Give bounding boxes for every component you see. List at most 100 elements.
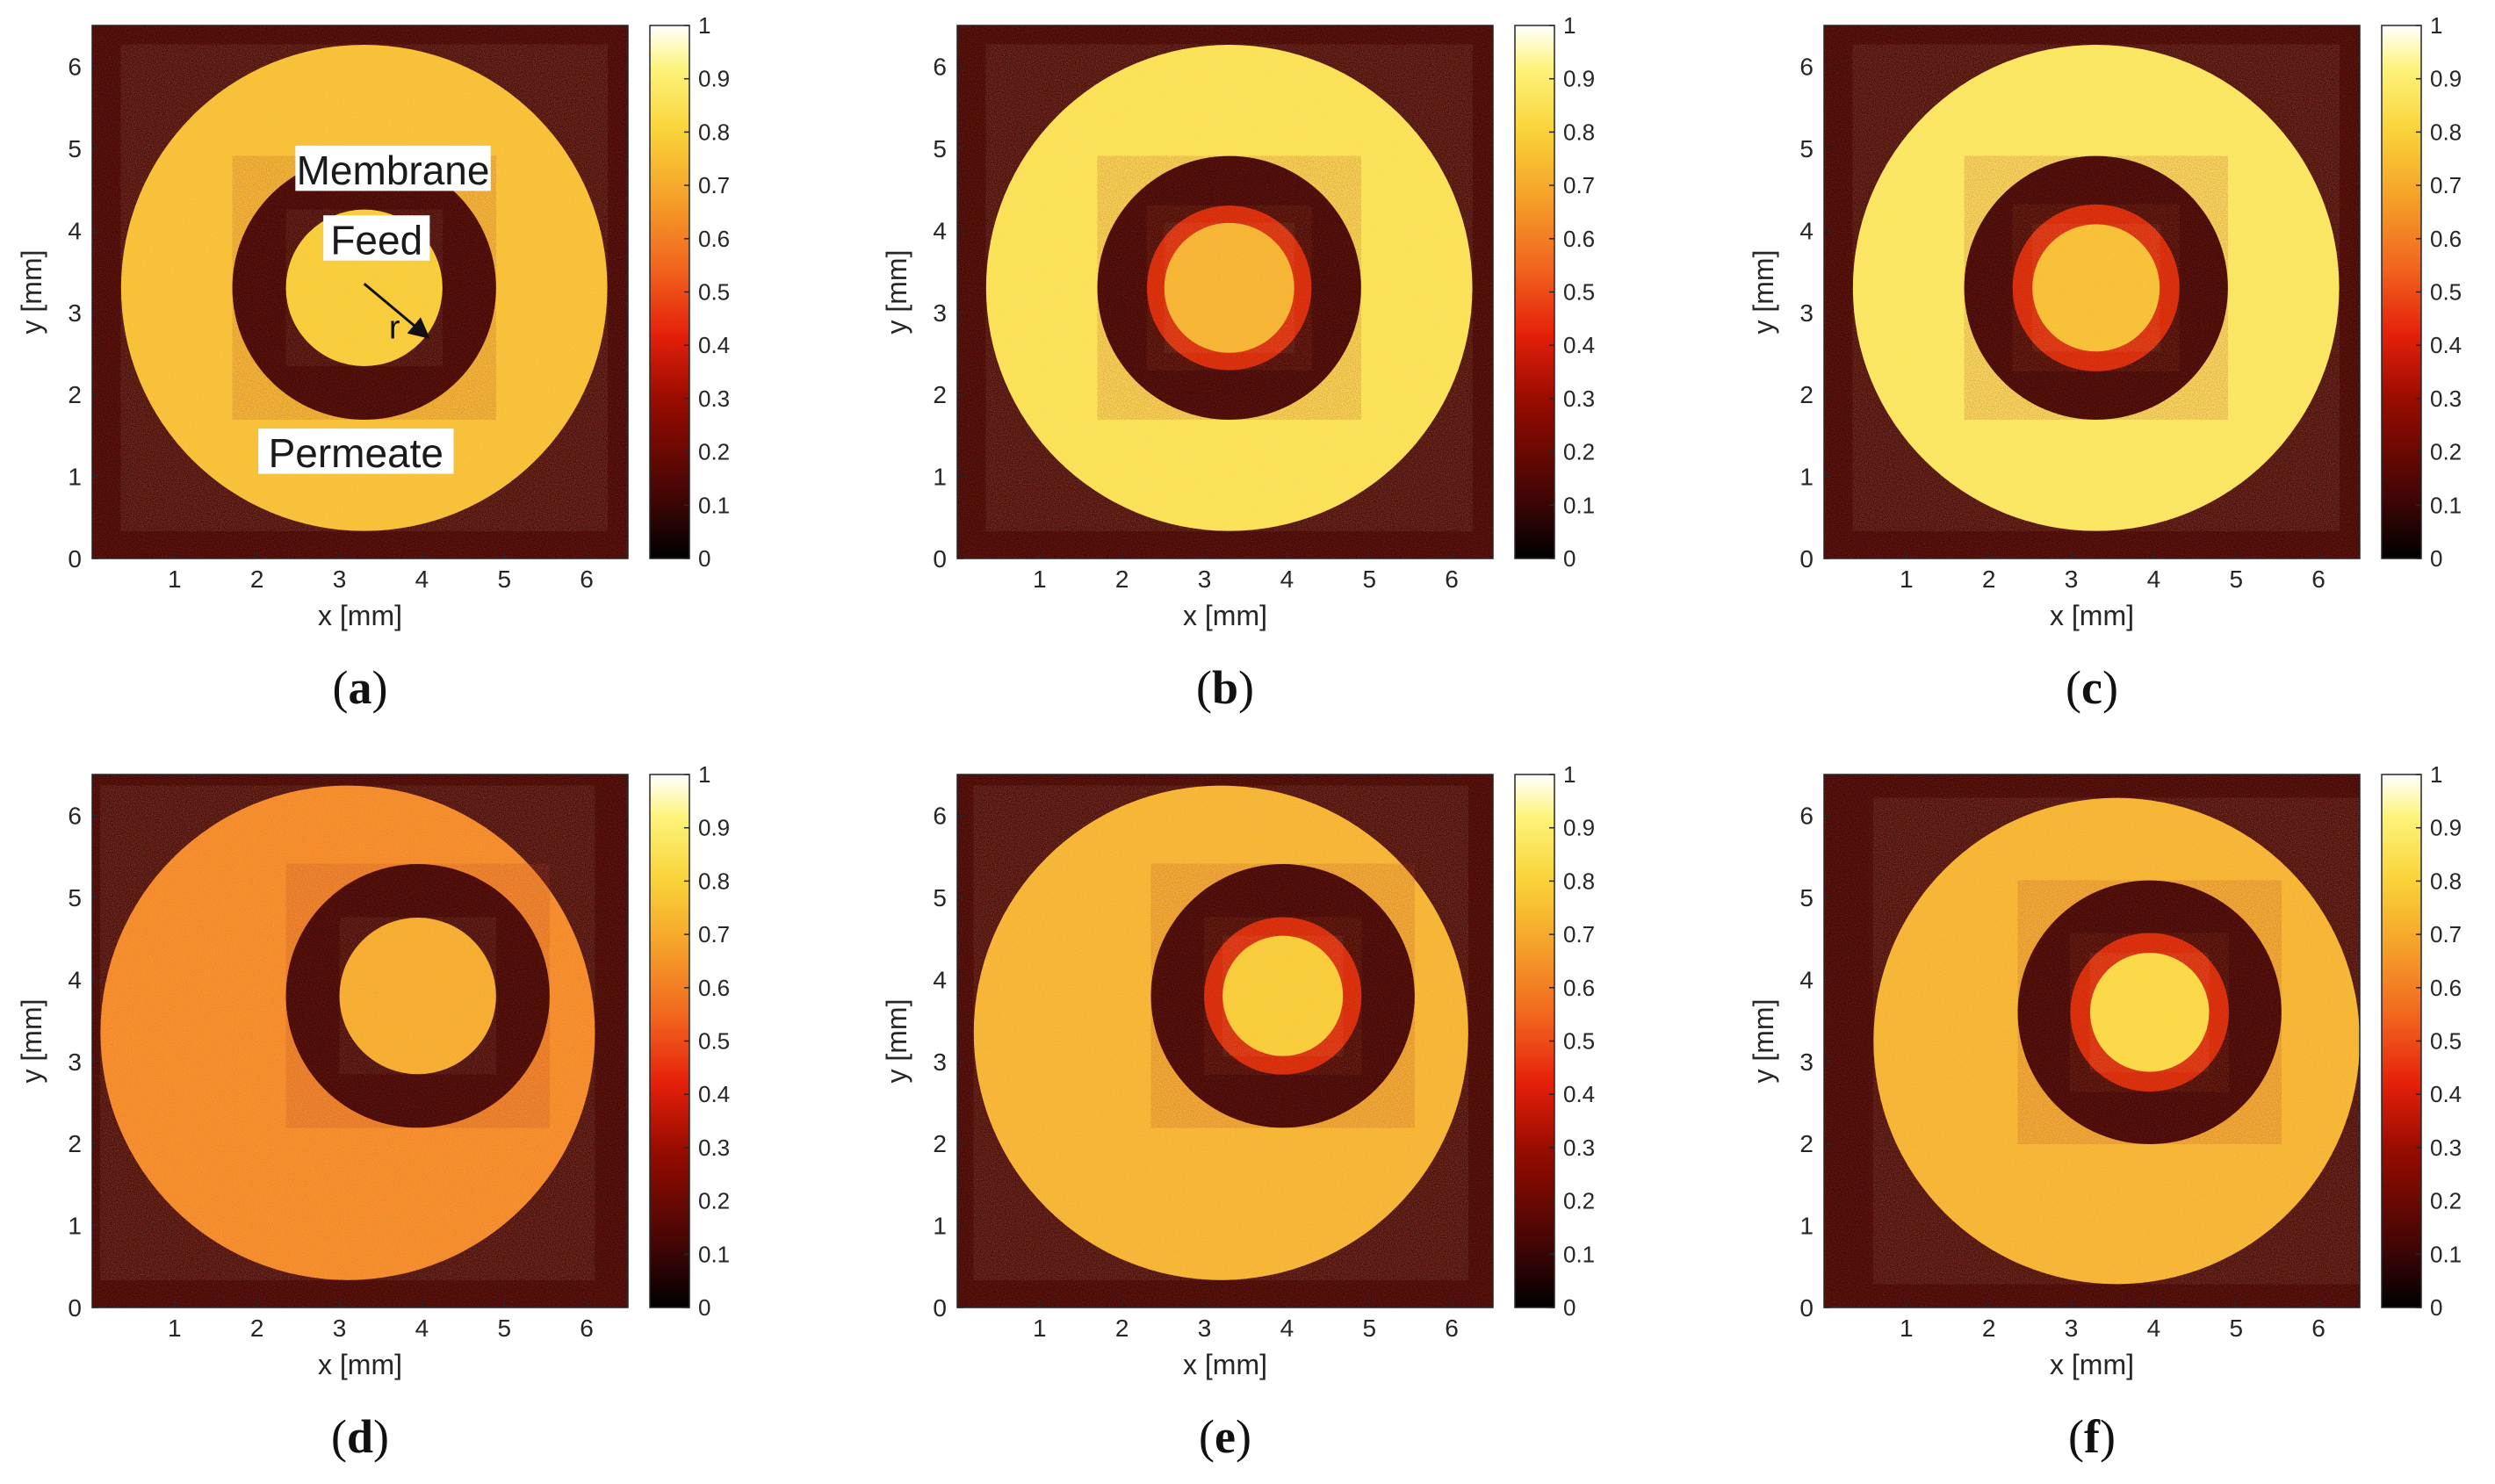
colorbar-tick-label: 0.6 xyxy=(698,226,730,252)
x-tick-label: 6 xyxy=(2311,1315,2326,1342)
y-tick-label: 0 xyxy=(933,545,947,573)
x-tick-label: 5 xyxy=(497,1315,511,1342)
colorbar-tick-label: 0.5 xyxy=(2430,279,2462,306)
colorbar-tick-label: 0.5 xyxy=(1563,279,1595,306)
colorbar-tick-label: 0.7 xyxy=(1563,921,1595,947)
x-tick-label: 2 xyxy=(1115,566,1129,593)
y-tick-label: 4 xyxy=(68,217,82,244)
colorbar-tick-label: 0.7 xyxy=(2430,921,2462,947)
axes-frame xyxy=(91,774,629,1308)
feed-label-box xyxy=(323,215,430,261)
colorbar-tick-label: 0.4 xyxy=(2430,1081,2462,1107)
colorbar-tick-label: 0.2 xyxy=(1563,439,1595,465)
colorbar-tick-label: 0.9 xyxy=(1563,815,1595,841)
y-tick-label: 3 xyxy=(68,1048,82,1076)
image-area xyxy=(92,774,628,1308)
y-tick-label: 6 xyxy=(1799,54,1814,81)
panel-label: (c) xyxy=(2066,661,2118,714)
y-tick-label: 1 xyxy=(1799,1213,1814,1240)
colorbar xyxy=(1514,774,1555,1308)
y-tick-label: 5 xyxy=(933,884,947,911)
x-tick-label: 2 xyxy=(1115,1315,1129,1342)
colorbar-tick-label: 0.1 xyxy=(2430,492,2462,518)
y-tick-label: 6 xyxy=(68,803,82,830)
y-tick-label: 2 xyxy=(68,381,82,408)
y-tick-label: 4 xyxy=(933,966,947,993)
y-tick-label: 5 xyxy=(1799,135,1814,162)
colorbar-tick-label: 0.3 xyxy=(698,1135,730,1161)
colorbar-tick-label: 0.4 xyxy=(1563,1081,1595,1107)
x-tick-label: 4 xyxy=(415,566,429,593)
colorbar-tick-label: 0.6 xyxy=(1563,975,1595,1001)
y-axis-label: y [mm] xyxy=(881,250,912,335)
x-tick-label: 1 xyxy=(1033,1315,1047,1342)
radius-arrow xyxy=(363,283,430,339)
x-tick-label: 3 xyxy=(2065,1315,2079,1342)
y-tick-label: 6 xyxy=(68,54,82,81)
colorbar-tick-label: 0.2 xyxy=(698,439,730,465)
x-tick-label: 3 xyxy=(333,566,347,593)
colorbar-tick-label: 0.5 xyxy=(1563,1028,1595,1055)
colorbar-tick-label: 0.2 xyxy=(1563,1188,1595,1214)
axes-frame xyxy=(1823,774,2361,1308)
colorbar-tick-label: 0.8 xyxy=(1563,868,1595,894)
y-tick-label: 2 xyxy=(1799,381,1814,408)
colorbar-tick-label: 0.9 xyxy=(698,66,730,92)
colorbar-tick-label: 1 xyxy=(2430,761,2442,788)
colorbar-tick-label: 0.7 xyxy=(698,921,730,947)
colorbar-tick-label: 1 xyxy=(1563,12,1576,39)
colorbar-tick-label: 0.2 xyxy=(2430,1188,2462,1214)
x-tick-label: 6 xyxy=(1445,1315,1459,1342)
colorbar-tick-label: 1 xyxy=(2430,12,2442,39)
x-tick-label: 3 xyxy=(1198,566,1212,593)
y-tick-label: 2 xyxy=(68,1130,82,1157)
membrane-label-box xyxy=(295,145,491,191)
y-axis-label: y [mm] xyxy=(16,999,47,1084)
axes-frame xyxy=(1823,25,2361,559)
panel-a: 1 2 3 4 5 6 0 1 2 3 4 5 6 x [mm] y [mm] 0 0.1 0.2 0.3 0.4 0.… xyxy=(16,12,730,714)
x-tick-label: 1 xyxy=(1900,1315,1914,1342)
colorbar-tick-label: 1 xyxy=(1563,761,1576,788)
x-tick-label: 3 xyxy=(2065,566,2079,593)
colorbar-tick-label: 0.7 xyxy=(1563,172,1595,198)
y-tick-label: 4 xyxy=(1799,217,1814,244)
axes-frame xyxy=(956,774,1494,1308)
image-area xyxy=(1824,774,2360,1308)
image-area xyxy=(957,25,1493,558)
x-axis-label: x [mm] xyxy=(2050,1349,2134,1380)
colorbar-tick-label: 0 xyxy=(698,1294,710,1321)
feed-noise xyxy=(339,917,496,1075)
panel-b: 1 2 3 4 5 6 0 1 2 3 4 5 6 x [mm] y [mm] 0 0.1 0.2 0.3 0.4 0.… xyxy=(881,12,1595,714)
colorbar xyxy=(2381,774,2422,1308)
x-tick-label: 6 xyxy=(580,566,594,593)
y-tick-label: 0 xyxy=(933,1294,947,1322)
permeate-label-box xyxy=(258,429,454,474)
panel-label: (a) xyxy=(333,661,388,714)
colorbar-tick-label: 0.1 xyxy=(698,1241,730,1267)
panel-label: (d) xyxy=(331,1410,389,1463)
feed-noise xyxy=(2032,224,2160,352)
y-tick-label: 4 xyxy=(68,966,82,993)
colorbar-tick-label: 0.4 xyxy=(698,1081,730,1107)
x-tick-label: 4 xyxy=(1280,566,1294,593)
colorbar-tick-label: 0.4 xyxy=(1563,332,1595,358)
y-tick-label: 5 xyxy=(68,884,82,911)
colorbar-tick-label: 0.9 xyxy=(1563,66,1595,92)
colorbar xyxy=(649,774,690,1308)
colorbar-tick-label: 0 xyxy=(2430,545,2442,572)
colorbar-tick-label: 0.4 xyxy=(2430,332,2462,358)
colorbar-tick-label: 0 xyxy=(1563,1294,1576,1321)
x-axis-label: x [mm] xyxy=(2050,600,2134,631)
y-tick-label: 3 xyxy=(933,1048,947,1076)
x-axis-label: x [mm] xyxy=(1183,1349,1267,1380)
x-tick-label: 3 xyxy=(333,1315,347,1342)
colorbar-tick-label: 0.3 xyxy=(698,385,730,412)
y-tick-label: 5 xyxy=(933,135,947,162)
colorbar-tick-label: 0.1 xyxy=(1563,492,1595,518)
image-area xyxy=(957,774,1493,1308)
feed-label: Feed xyxy=(330,217,422,263)
y-tick-label: 3 xyxy=(933,299,947,327)
colorbar xyxy=(2381,25,2422,559)
x-tick-label: 1 xyxy=(168,566,182,593)
